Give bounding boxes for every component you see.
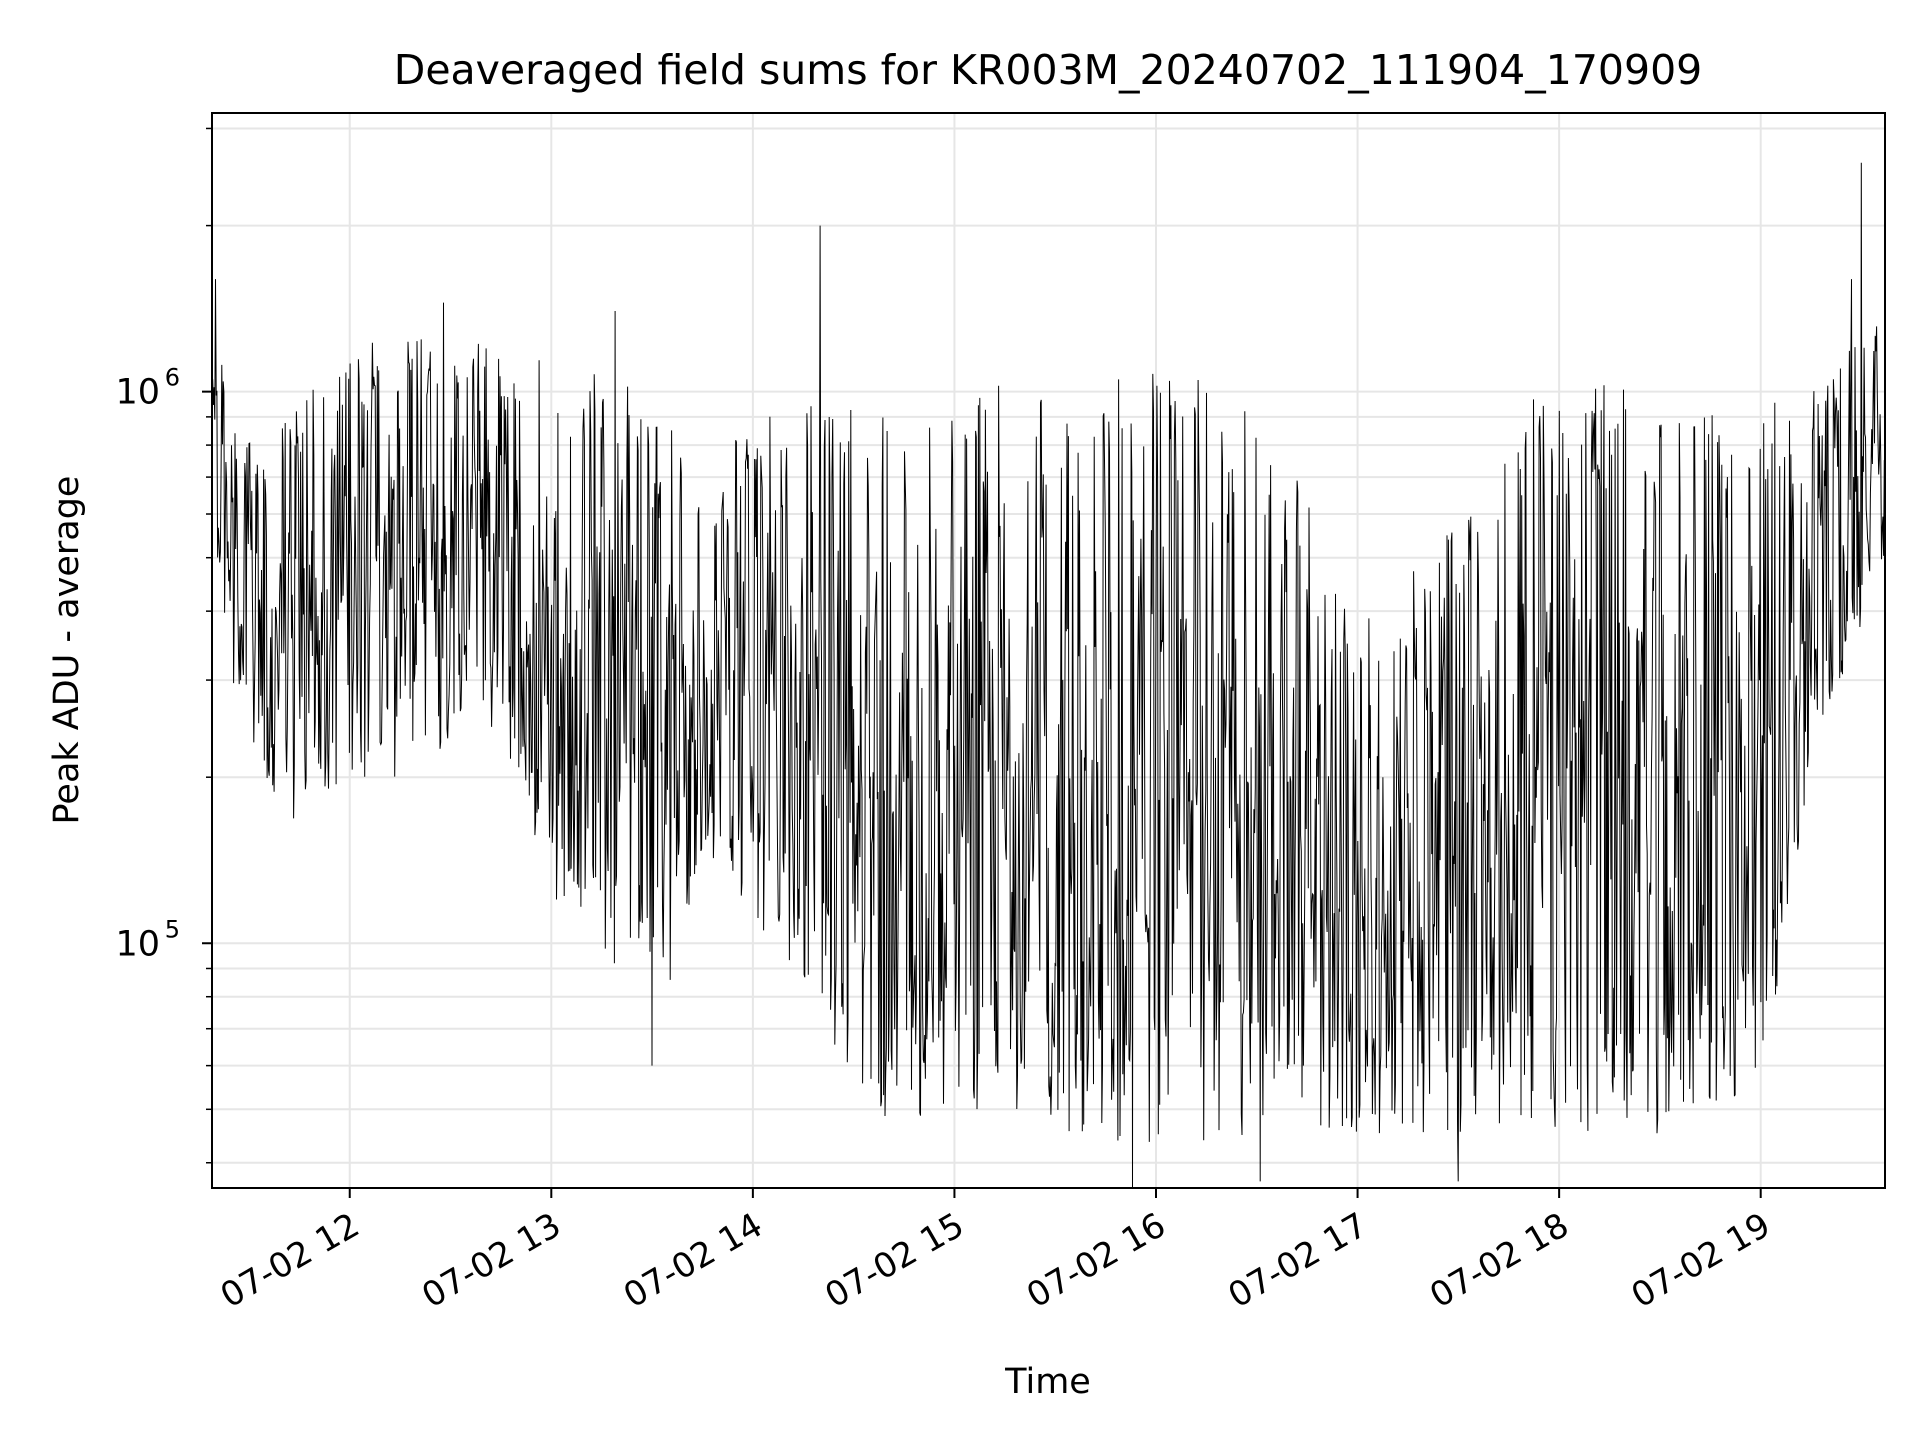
y-axis-label: Peak ADU - average bbox=[47, 476, 87, 825]
y-tick-label: 10 bbox=[115, 373, 160, 413]
y-tick-exponent: 6 bbox=[165, 364, 180, 392]
y-tick-exponent: 5 bbox=[165, 915, 180, 943]
y-tick-label: 10 bbox=[115, 924, 160, 964]
series-line bbox=[212, 162, 1885, 1188]
chart-title: Deaveraged field sums for KR003M_2024070… bbox=[394, 46, 1703, 94]
plot-frame bbox=[211, 112, 1886, 1189]
x-axis-label: Time bbox=[1004, 1362, 1091, 1402]
